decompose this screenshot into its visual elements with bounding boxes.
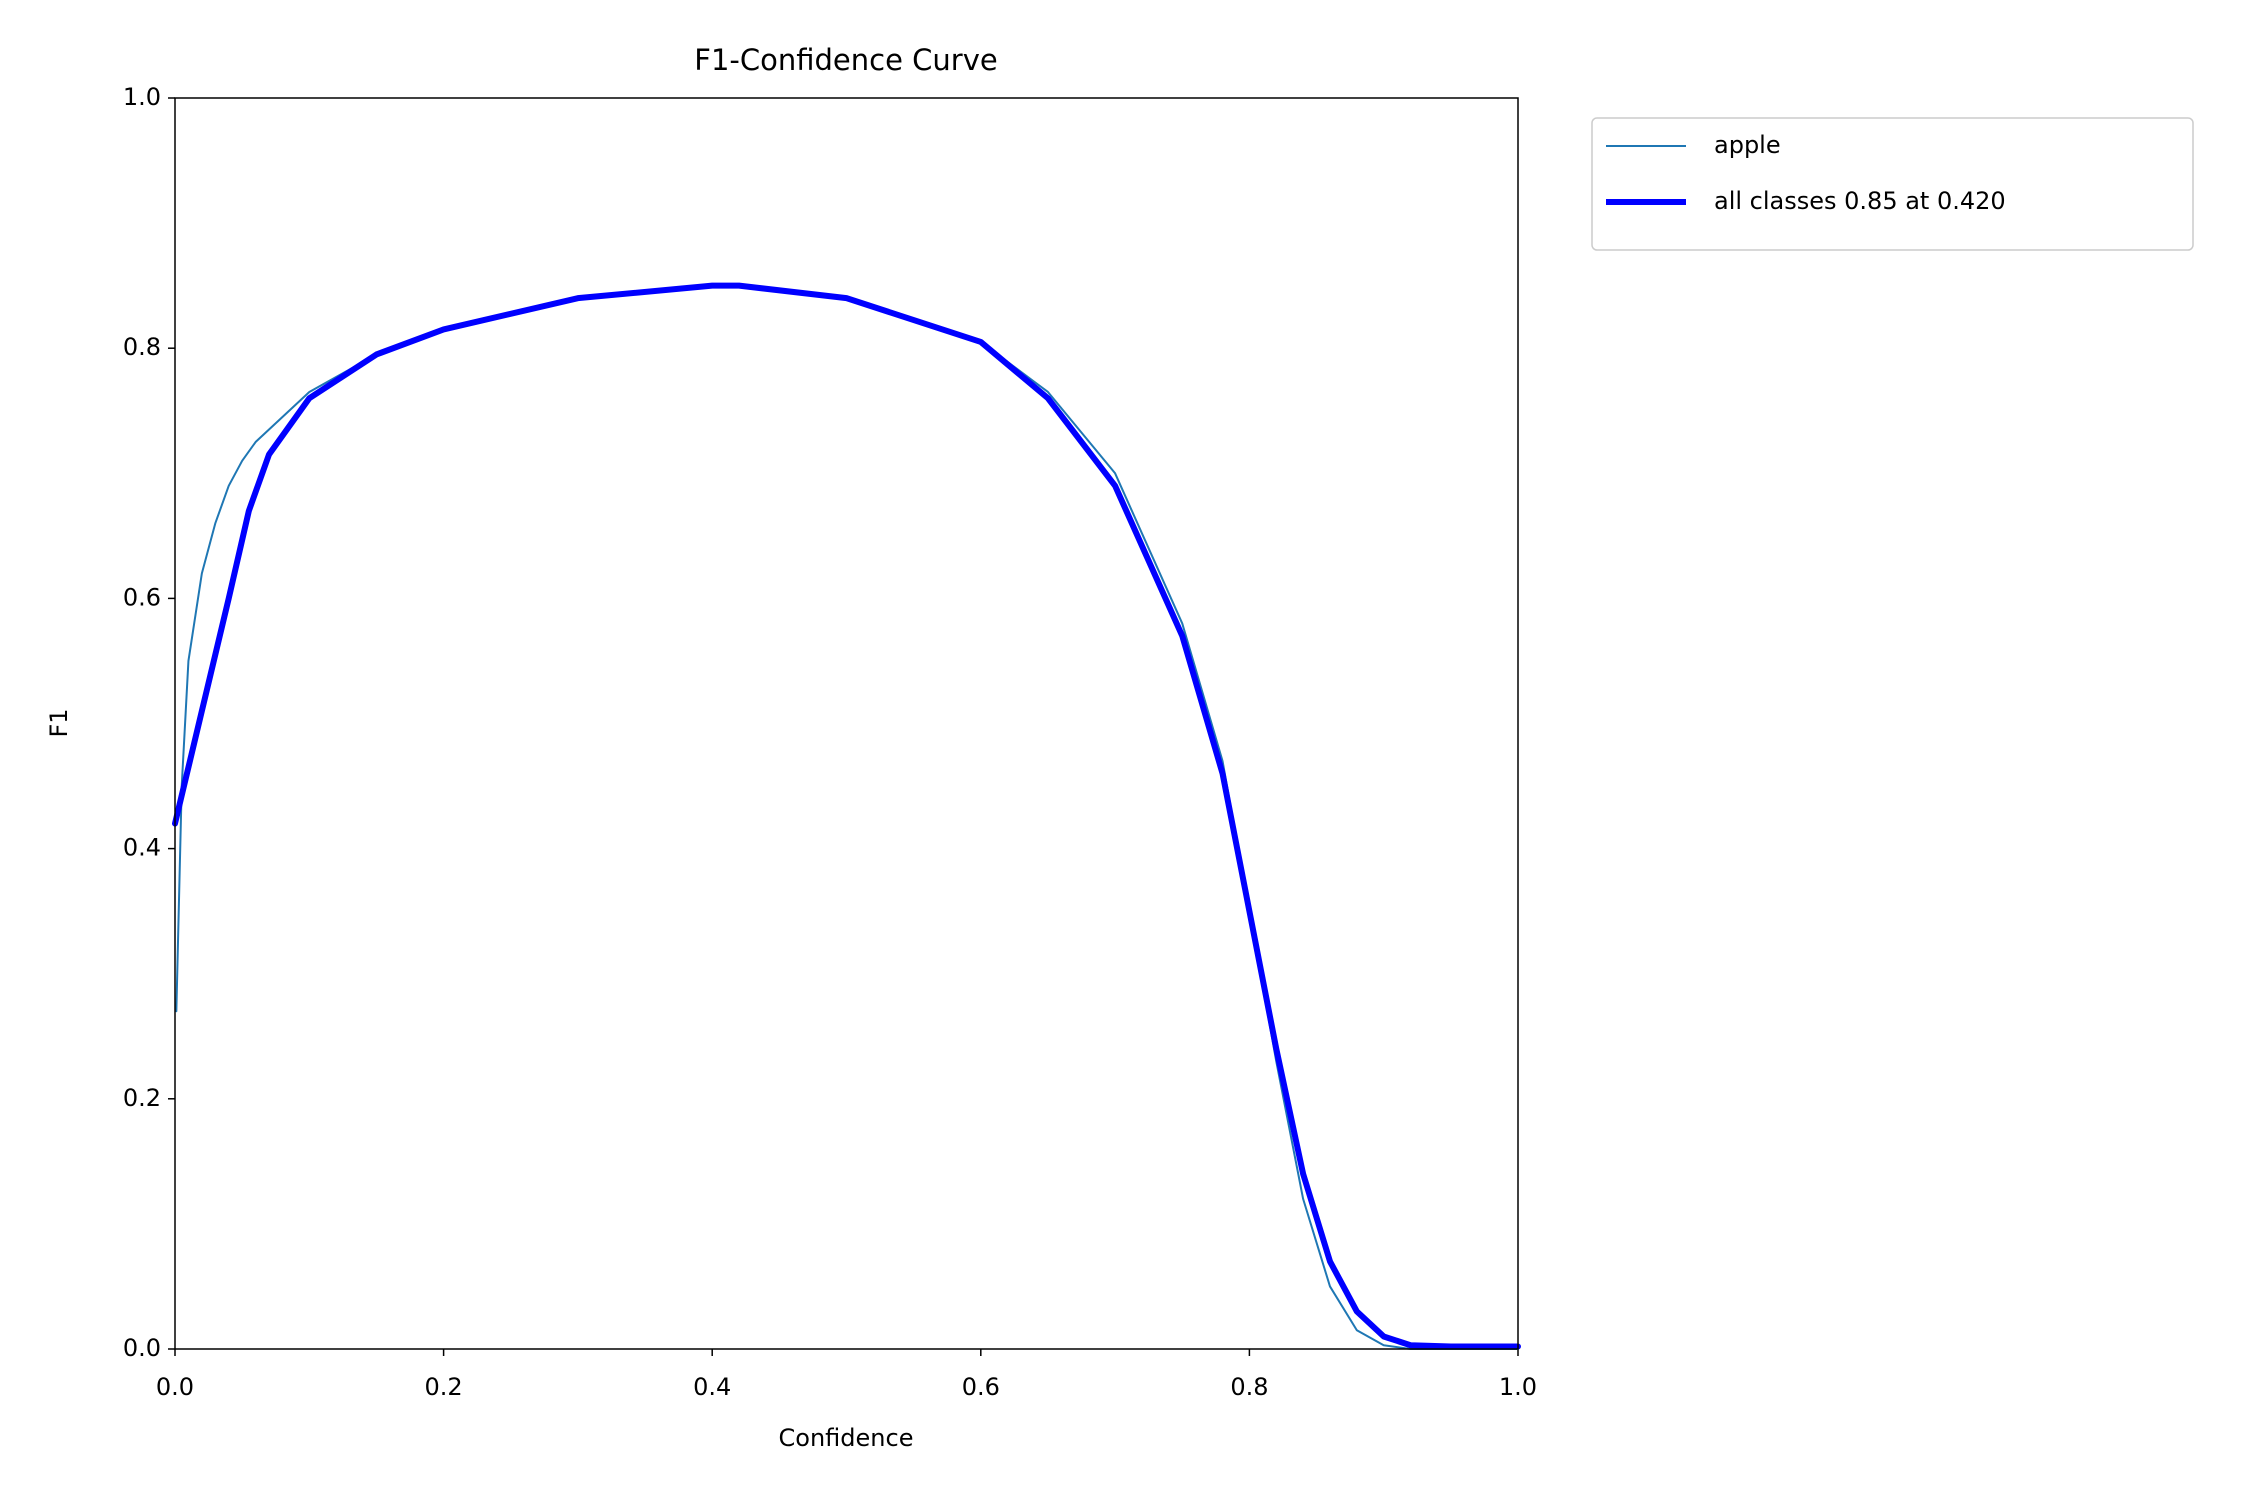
x-tick-label: 0.6 — [962, 1373, 1000, 1401]
x-tick-label: 0.2 — [425, 1373, 463, 1401]
series-line — [172, 282, 1521, 1350]
legend-box — [1591, 117, 2194, 251]
y-tick-label: 0.2 — [123, 1084, 161, 1112]
y-tick-label: 0.8 — [123, 333, 161, 361]
x-axis-label: Confidence — [779, 1424, 914, 1452]
x-tick-label: 0.8 — [1230, 1373, 1268, 1401]
y-tick-label: 0.4 — [123, 834, 161, 862]
x-tick-label: 1.0 — [1499, 1373, 1537, 1401]
plot-frame — [174, 97, 1519, 1350]
legend-label: all classes 0.85 at 0.420 — [1714, 187, 2006, 215]
x-tick-label: 0.4 — [693, 1373, 731, 1401]
y-tick-label: 0.0 — [123, 1334, 161, 1362]
chart-title: F1-Confidence Curve — [694, 43, 997, 77]
y-tick-label: 0.6 — [123, 583, 161, 611]
y-tick-label: 1.0 — [123, 83, 161, 111]
legend-label: apple — [1714, 131, 1781, 159]
x-tick-label: 0.0 — [156, 1373, 194, 1401]
y-axis-label: F1 — [45, 708, 73, 737]
